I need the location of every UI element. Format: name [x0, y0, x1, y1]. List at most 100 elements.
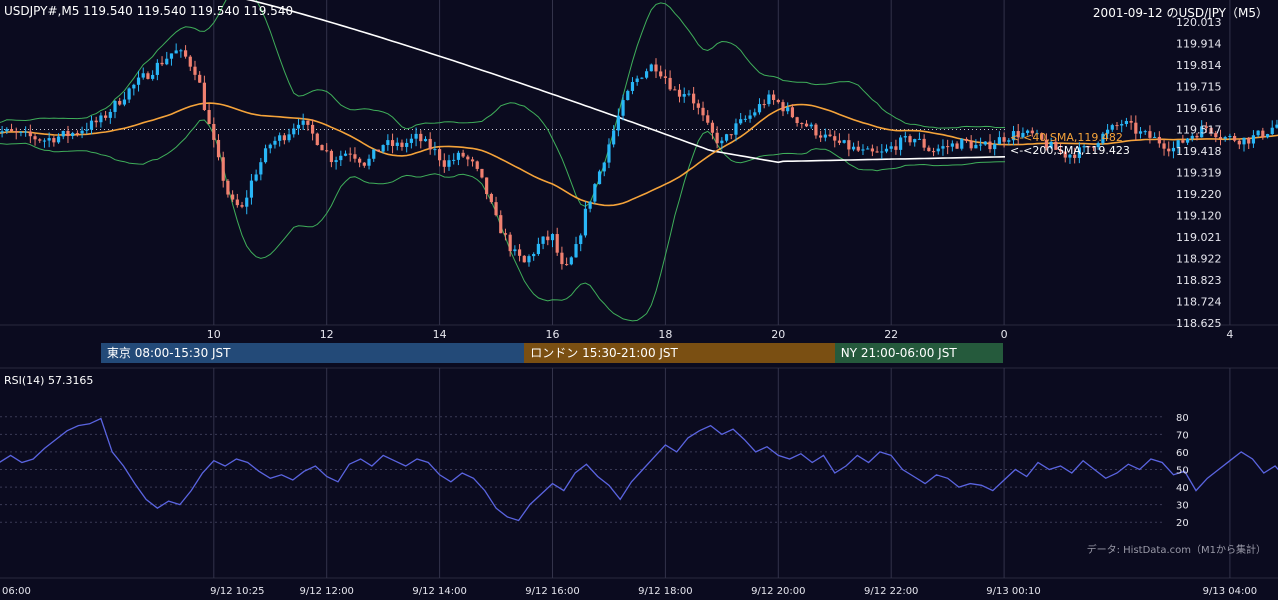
candle-body [367, 158, 371, 166]
candle-body [1171, 147, 1176, 152]
candle-body [640, 77, 644, 79]
price-tick-label: 118.922 [1176, 253, 1222, 266]
candle-body [677, 89, 682, 97]
rsi-tick-label: 70 [1176, 430, 1189, 441]
candle-body [555, 234, 559, 253]
candle-body [56, 136, 61, 143]
candle-body [193, 66, 197, 75]
candle-body [136, 77, 141, 85]
candle-body [842, 140, 846, 143]
candle-body [188, 56, 192, 67]
candle-body [993, 144, 997, 150]
candle-body [9, 129, 14, 132]
candle-body [809, 124, 813, 127]
candle-body [282, 135, 286, 141]
candle-body [659, 71, 663, 77]
symbol-header: USDJPY#,M5 119.540 119.540 119.540 119.5… [4, 4, 294, 18]
candle-body [644, 71, 649, 78]
price-tick-label: 118.625 [1176, 317, 1222, 330]
data-credit: データ: HistData.com（M1から集計） [1086, 545, 1266, 556]
candle-body [108, 111, 112, 118]
candle-body [94, 120, 98, 123]
candle-body [273, 140, 277, 145]
time-tick-label: 4 [1226, 328, 1233, 341]
candle-body [1077, 147, 1081, 158]
candle-body [113, 100, 117, 112]
candle-body [372, 149, 376, 159]
candle-body [560, 252, 564, 265]
candle-body [955, 143, 959, 149]
candle-body [757, 104, 762, 113]
candle-body [1134, 122, 1138, 134]
rsi-time-label: 9/12 22:00 [864, 586, 918, 597]
candle-body [668, 77, 672, 90]
candle-body [1129, 120, 1133, 123]
candle-body [621, 100, 625, 116]
rsi-time-label: 9/12 20:00 [751, 586, 805, 597]
candle-body [814, 124, 818, 136]
candle-body [442, 160, 446, 167]
candle-body [240, 205, 244, 207]
candle-body [146, 73, 150, 79]
candle-body [927, 147, 931, 152]
candle-body [828, 134, 832, 137]
price-tick-label: 118.724 [1176, 296, 1222, 309]
candle-body [1256, 130, 1260, 136]
candle-body [310, 124, 315, 134]
candle-body [301, 120, 305, 125]
candle-body [739, 119, 743, 124]
candle-body [866, 148, 870, 150]
candle-body [880, 151, 884, 153]
candle-body [781, 102, 785, 112]
rsi-tick-label: 80 [1176, 413, 1189, 424]
candle-body [287, 134, 291, 141]
rsi-panel [0, 417, 1278, 522]
candle-body [607, 144, 611, 163]
candle-body [574, 244, 578, 258]
candle-body [475, 161, 479, 169]
candle-body [231, 194, 235, 200]
rsi-tick-label: 40 [1176, 483, 1189, 494]
candle-body [969, 140, 973, 149]
candle-body [452, 159, 456, 161]
candle-body [409, 138, 413, 143]
candle-body [278, 135, 282, 141]
candle-body [1138, 131, 1143, 134]
candle-body [588, 201, 592, 209]
session-tokyo: 東京 08:00-15:30 JST [100, 343, 525, 363]
rsi-time-label: 9/12 10:25 [210, 586, 264, 597]
candle-body [99, 115, 103, 123]
candle-body [663, 76, 667, 78]
candle-body [710, 122, 715, 133]
candle-body [433, 149, 437, 151]
candle-body [1068, 154, 1072, 158]
candle-body [405, 142, 409, 147]
candle-body [1261, 130, 1265, 138]
price-tick-label: 119.715 [1176, 81, 1222, 94]
candle-body [226, 180, 230, 195]
candles [0, 43, 1278, 270]
candle-body [66, 130, 70, 137]
candle-body [1049, 141, 1053, 148]
candle-body [1270, 127, 1274, 135]
candle-body [306, 120, 310, 125]
candle-body [174, 50, 178, 54]
candle-body [1026, 130, 1030, 133]
candle-body [132, 84, 136, 89]
candle-body [1195, 135, 1199, 138]
candle-body [202, 82, 206, 111]
candle-body [767, 94, 771, 105]
time-tick-label: 0 [1001, 328, 1008, 341]
axis-labels: 120.013 119.914 119.814 119.715 119.616 119.5… [2, 16, 1257, 597]
candle-body [941, 146, 945, 149]
candle-body [320, 145, 324, 151]
candle-body [235, 199, 239, 206]
candle-body [1204, 126, 1208, 128]
price-tick-label: 118.823 [1176, 274, 1222, 287]
candle-body [776, 99, 780, 103]
candle-body [1073, 154, 1077, 158]
candle-body [833, 136, 837, 141]
sma40-line [0, 102, 1278, 207]
candle-body [837, 140, 842, 143]
candle-body [1190, 135, 1194, 139]
